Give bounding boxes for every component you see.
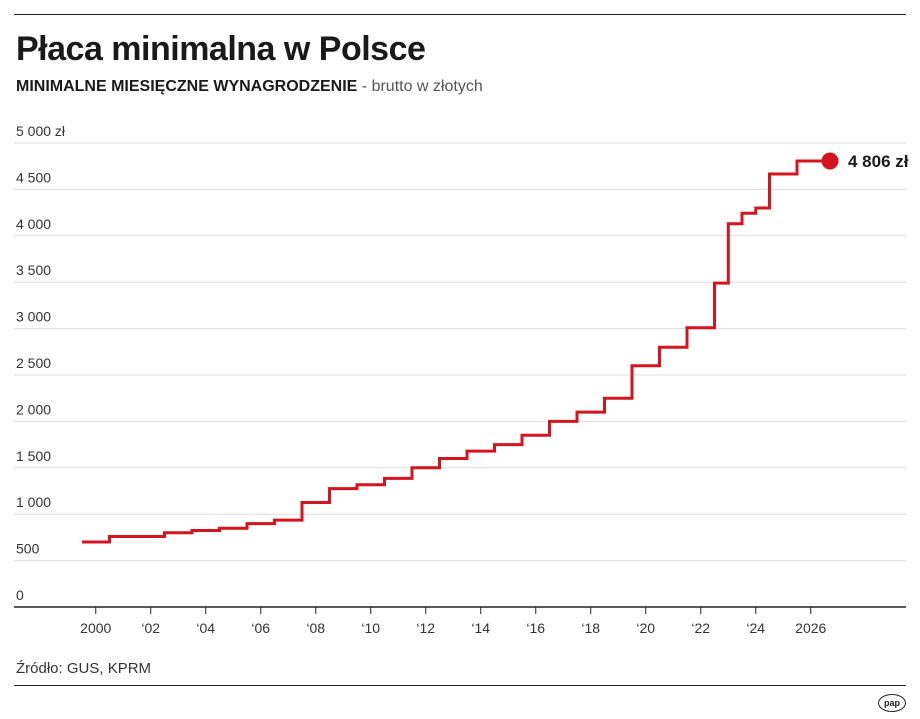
bottom-rule [14,685,906,686]
series-group [82,159,830,544]
source-note: Źródło: GUS, KPRM [16,660,152,677]
x-tick-label: ‘02 [141,620,160,636]
y-tick-label: 2 500 [16,355,51,371]
top-rule [14,14,906,15]
y-tick-label: 1 000 [16,494,51,510]
x-tick-label: ‘12 [416,620,435,636]
y-tick-label: 5 000 zł [16,123,66,139]
x-tick-label: ‘20 [636,620,655,636]
y-tick-label: 3 500 [16,262,51,278]
minimum-wage-step-line [82,159,830,544]
y-tick-label: 3 000 [16,309,51,325]
y-tick-label: 1 500 [16,448,51,464]
y-tick-label: 4 000 [16,216,51,232]
pap-logo: pap [878,694,906,712]
y-tick-label: 4 500 [16,169,51,185]
y-tick-label: 2 000 [16,401,51,417]
x-tick-label: ‘10 [361,620,380,636]
chart-title: Płaca minimalna w Polsce [16,30,426,68]
subtitle-main: MINIMALNE MIESIĘCZNE WYNAGRODZENIE [16,78,358,95]
end-point-marker [821,152,839,170]
y-tick-label: 500 [16,541,40,557]
subtitle-unit: - brutto w złotych [357,78,483,95]
y-axis: 0 500 1 000 1 500 2 000 2 500 3 000 3 500 4 000 4… [16,123,66,603]
x-tick-label: ‘14 [471,620,490,636]
x-tick-label: ‘08 [306,620,325,636]
x-tick-label: ‘16 [526,620,545,636]
annotations: 4 806 zł [821,152,909,171]
chart-subtitle: MINIMALNE MIESIĘCZNE WYNAGRODZENIE - bru… [16,78,483,96]
x-tick-label: ‘24 [746,620,765,636]
end-value-label: 4 806 zł [848,152,909,171]
x-tick-label: ‘22 [691,620,710,636]
y-tick-label: 0 [16,587,24,603]
x-tick-label: ‘04 [196,620,215,636]
x-tick-label: 2026 [795,620,826,636]
gridlines [14,142,906,562]
x-tick-label: 2000 [80,620,111,636]
x-axis: 2000 ‘02 ‘04 ‘06 ‘08 ‘10 ‘12 ‘14 ‘16 ‘18 ‘20 ‘22 ‘24… [14,606,906,636]
x-tick-label: ‘06 [251,620,270,636]
x-tick-label: ‘18 [581,620,600,636]
step-line-chart: 0 500 1 000 1 500 2 000 2 500 3 000 3 500 4 000 4… [14,123,909,636]
